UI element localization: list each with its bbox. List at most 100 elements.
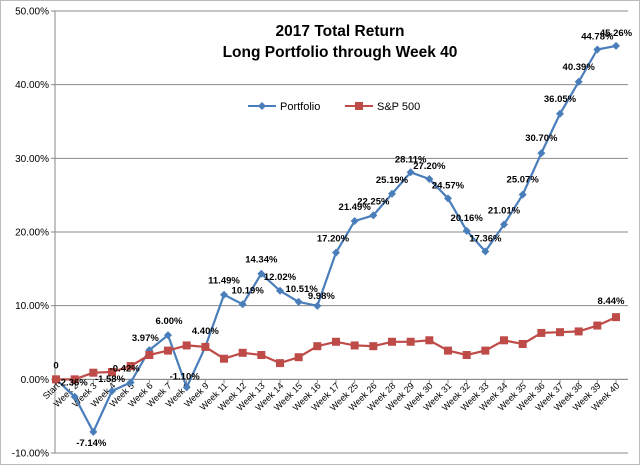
portfolio-data-label: 24.57% [432,180,465,191]
sp500-point [313,342,322,351]
sp500-point [220,354,228,363]
portfolio-point [369,211,378,220]
sp500-point [425,336,434,345]
portfolio-point [257,269,266,278]
portfolio-data-label: 3.97% [132,333,159,344]
portfolio-point [89,427,98,436]
portfolio-data-label: 22.25% [357,196,390,207]
y-tick-label: 20.00% [15,228,49,239]
sp500-point [70,375,79,384]
sp500-point [126,362,135,371]
portfolio-point [593,45,602,54]
portfolio-point [518,190,527,199]
sp500-point [574,327,583,336]
portfolio-point [612,41,620,50]
sp500-point [406,337,415,346]
y-tick-label: 30.00% [15,154,49,165]
portfolio-data-label: 36.05% [544,94,577,105]
portfolio-point [462,226,471,235]
portfolio-data-label: 4.40% [192,326,219,337]
portfolio-data-label: 12.02% [264,272,297,283]
portfolio-point [332,248,340,257]
sp500-point [182,341,191,350]
portfolio-data-label: -0.42% [110,363,141,374]
portfolio-point [164,331,172,340]
chart-subtitle: Long Portfolio through Week 40 [223,44,458,61]
portfolio-data-label: 30.70% [525,133,558,144]
portfolio-data-label: 28.11% [395,154,427,165]
y-tick-label: 40.00% [15,80,49,91]
portfolio-data-label: 6.00% [156,316,183,327]
sp500-point [276,359,284,368]
portfolio-point [220,290,228,299]
portfolio-point [70,392,79,401]
y-tick-label: 10.00% [15,301,49,312]
portfolio-data-label: -1.58% [95,374,126,385]
portfolio-data-label: 25.07% [507,175,540,186]
portfolio-point [294,297,303,306]
legend-sp500-label: S&P 500 [377,101,420,113]
sp500-point [518,339,527,348]
sp500-point [257,351,266,360]
sp500-point [481,346,490,355]
portfolio-point [108,386,116,395]
portfolio-data-label: 45.26% [600,28,633,39]
sp500-point [164,346,172,355]
chart-title: 2017 Total Return [276,23,405,40]
sp500-point [52,375,60,384]
sp500-point [108,367,116,376]
portfolio-point [574,77,583,86]
portfolio-point [276,286,284,295]
sp500-point [238,348,247,357]
portfolio-data-label: -2.36% [58,378,89,389]
portfolio-data-label: -7.14% [76,438,107,449]
portfolio-data-label: 20.16% [451,213,484,224]
legend-sp500-marker [355,102,363,110]
sp500-point [388,337,396,346]
portfolio-data-label: 0 [53,360,58,371]
series-group [52,41,620,436]
portfolio-point [350,217,359,226]
portfolio-data-label: 21.01% [488,206,521,217]
data-labels: 0-2.36% -7.14% -1.58%-0.42% 3.97% 6.00% -1.10… [53,28,632,449]
sp500-point [556,328,564,337]
sp500-data-label: 8.44% [598,296,625,307]
portfolio-point [238,300,247,309]
portfolio-data-label: 21.49% [339,202,372,213]
legend-portfolio-label: Portfolio [280,101,320,113]
portfolio-data-label: 25.19% [376,175,409,186]
sp500-point [145,351,154,360]
sp500-point [612,313,620,322]
portfolio-point [126,378,135,387]
portfolio-data-label: 9.98% [308,291,335,302]
portfolio-point [313,301,322,310]
portfolio-point [425,174,434,183]
sp500-point [593,321,602,330]
sp500-point [369,342,378,351]
sp500-point [201,342,210,351]
legend: Portfolio S&P 500 [248,101,420,113]
portfolio-data-label: 14.34% [245,255,278,266]
sp500-point [89,368,98,377]
y-tick-label: -10.00% [12,449,49,460]
portfolio-data-label: 17.36% [469,233,502,244]
portfolio-data-label: 27.20% [413,161,446,172]
portfolio-data-label: -1.10% [170,371,201,382]
portfolio-point [481,247,490,256]
portfolio-point [182,383,191,392]
sp500-point [500,336,508,345]
portfolio-data-label: 11.49% [208,276,240,287]
portfolio-data-label: 10.19% [232,285,265,296]
portfolio-data-label: 10.51% [286,284,319,295]
portfolio-data-label: 40.39% [563,62,596,73]
sp500-point [294,353,303,362]
sp500-point [462,351,471,360]
sp500-point [350,341,359,350]
portfolio-data-label: 17.20% [317,234,350,245]
legend-portfolio-marker [258,102,266,110]
portfolio-point [537,149,546,158]
portfolio-point [444,194,452,203]
sp500-point [444,346,452,355]
